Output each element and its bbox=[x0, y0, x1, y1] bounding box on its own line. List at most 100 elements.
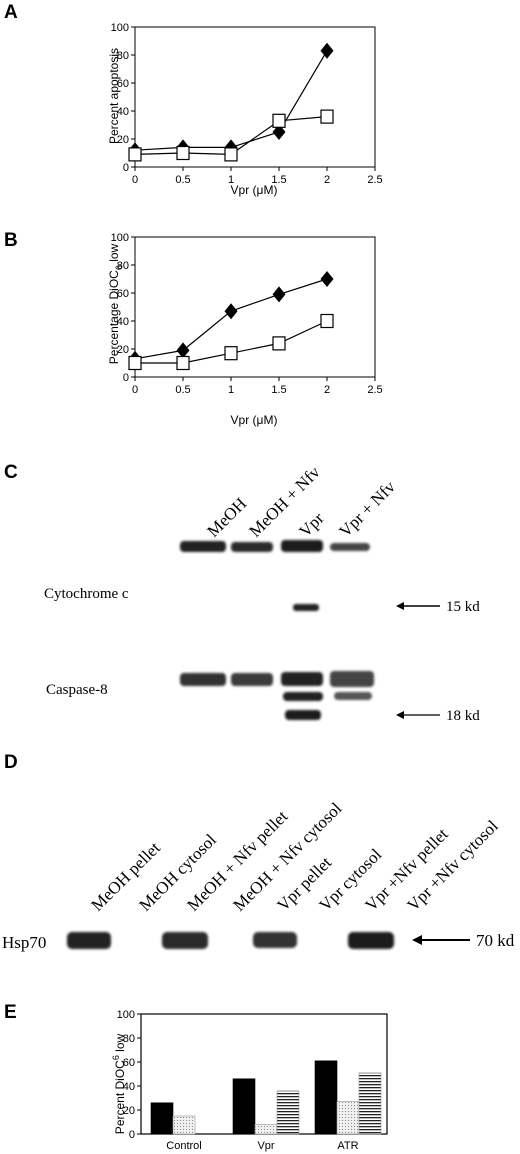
blot-c-lane-3: Vpr bbox=[295, 508, 327, 540]
chart-a-xtick-label: 1.5 bbox=[271, 174, 286, 186]
chart-a-ytick-label: 40 bbox=[117, 106, 129, 118]
chart-a-ytick-label: 60 bbox=[117, 78, 129, 90]
chart-b-xtick-label: 0.5 bbox=[175, 384, 190, 396]
chart-a-ytick-label: 80 bbox=[117, 50, 129, 62]
chart-b-point-square bbox=[224, 346, 238, 361]
chart-b-point-diamond bbox=[320, 271, 334, 287]
blot-c-band bbox=[231, 673, 273, 686]
chart-e-ytick-label: 40 bbox=[123, 1081, 135, 1093]
blot-c-arrowhead-15kd bbox=[396, 602, 404, 610]
blot-c-marker-18kd: 18 kd bbox=[446, 708, 480, 724]
chart-a-point-square bbox=[320, 109, 334, 124]
blot-c-band bbox=[283, 692, 323, 701]
chart-b-ylabel-main: Percentage DiOC bbox=[107, 270, 121, 364]
blot-c-band bbox=[231, 542, 273, 552]
chart-b-xtick-label: 1.5 bbox=[271, 384, 286, 396]
chart-e-ylabel-sup: 6 bbox=[111, 1055, 121, 1060]
chart-a-point-diamond bbox=[272, 124, 286, 140]
chart-b-point-square bbox=[176, 355, 190, 371]
chart-b-xtick-label: 2.5 bbox=[367, 384, 382, 396]
chart-e-ytick-label: 80 bbox=[123, 1033, 135, 1045]
chart-b-ytick-label: 0 bbox=[123, 372, 129, 384]
chart-a-plot-area: 0 20 40 60 80 100 0 0.5 1 1.5 2 2.5 bbox=[111, 22, 383, 186]
chart-b-point-square bbox=[128, 355, 142, 371]
blot-c-band bbox=[281, 672, 323, 686]
chart-b-xlabel: Vpr (μM) bbox=[231, 413, 278, 427]
blot-c-band bbox=[180, 673, 226, 686]
chart-a-apoptosis: Percent apoptosis Vpr (μM) 0204060801000… bbox=[107, 22, 383, 197]
blot-c-lane-4: Vpr + Nfv bbox=[335, 477, 399, 541]
chart-b-dioc: Percentage DiOC6 low Vpr (μM) 0204060801… bbox=[107, 232, 383, 427]
blot-c-band bbox=[330, 671, 374, 687]
chart-e-bar-vpr-3 bbox=[276, 1090, 300, 1135]
blot-d-band bbox=[348, 932, 394, 949]
blot-d: MeOH pellet MeOH cytosol MeOH + Nfv pell… bbox=[2, 799, 515, 952]
chart-e-dioc-bars: Percent DiOC6 low 0 20 40 60 80 100 Control Vpr… bbox=[111, 1009, 388, 1152]
chart-b-ytick-label: 80 bbox=[117, 260, 129, 272]
chart-a-series-1-line bbox=[134, 50, 328, 151]
chart-a-point-square bbox=[128, 147, 142, 162]
blot-c: MeOH MeOH + Nfv Vpr Vpr + Nfv Cytochrome… bbox=[44, 462, 480, 724]
chart-a-xtick-label: 0 bbox=[132, 174, 138, 186]
chart-a-xtick-label: 1 bbox=[228, 174, 234, 186]
chart-b-ytick-label: 40 bbox=[117, 316, 129, 328]
chart-a-frame bbox=[134, 26, 376, 168]
blot-c-row-cytochrome: Cytochrome c bbox=[44, 586, 129, 602]
chart-b-ytick-label: 20 bbox=[117, 344, 129, 356]
blot-d-band bbox=[162, 932, 208, 949]
chart-b-point-diamond bbox=[176, 342, 190, 359]
chart-b-xtick-label: 2 bbox=[324, 384, 330, 396]
chart-a-ytick-label: 0 bbox=[123, 162, 129, 174]
chart-b-point-square bbox=[320, 313, 334, 329]
chart-b-point-square bbox=[272, 336, 286, 351]
chart-b-xtick-label: 1 bbox=[228, 384, 234, 396]
chart-e-ylabel-tail: low bbox=[113, 1033, 127, 1055]
blot-d-bands bbox=[67, 932, 394, 949]
chart-e-bar-atr-2 bbox=[336, 1101, 360, 1135]
chart-a-xtick-label: 2 bbox=[324, 174, 330, 186]
chart-a-point-diamond bbox=[320, 42, 334, 59]
chart-b-ytick-label: 100 bbox=[111, 232, 129, 244]
blot-c-row-caspase: Caspase-8 bbox=[46, 682, 108, 698]
blot-d-row-hsp70: Hsp70 bbox=[2, 933, 46, 952]
chart-b-xtick-label: 0 bbox=[132, 384, 138, 396]
chart-e-category-label: Vpr bbox=[257, 1140, 274, 1152]
panel-letter-a: A bbox=[4, 2, 18, 23]
chart-b-plot-area: 0 20 40 60 80 100 0 0.5 1 1.5 2 2.5 bbox=[111, 232, 383, 396]
blot-c-band bbox=[293, 604, 319, 611]
chart-e-bar-control-2 bbox=[172, 1115, 196, 1135]
chart-a-ylabel: Percent apoptosis bbox=[107, 48, 121, 144]
blot-c-marker-15kd: 15 kd bbox=[446, 599, 480, 615]
chart-b-point-diamond bbox=[224, 303, 238, 320]
blot-d-marker-70kd: 70 kd bbox=[476, 931, 515, 950]
chart-b-ylabel-tail: low bbox=[107, 243, 121, 265]
blot-c-band bbox=[334, 692, 372, 700]
chart-a-xtick-label: 0.5 bbox=[175, 174, 190, 186]
blot-d-band bbox=[253, 932, 297, 948]
blot-c-band bbox=[180, 541, 226, 552]
blot-c-band bbox=[285, 710, 321, 720]
panel-letter-d: D bbox=[4, 752, 18, 773]
chart-b-ylabel-sub: 6 bbox=[114, 265, 124, 270]
blot-d-arrowhead-70kd bbox=[412, 935, 422, 945]
chart-b-ytick-label: 60 bbox=[117, 288, 129, 300]
panel-letter-b: B bbox=[4, 230, 18, 251]
blot-c-band bbox=[281, 540, 323, 552]
chart-e-bar-vpr-2 bbox=[254, 1124, 278, 1135]
blot-c-arrowhead-18kd bbox=[396, 711, 404, 719]
chart-e-bar-atr-1 bbox=[314, 1060, 338, 1135]
chart-a-point-square bbox=[224, 147, 238, 162]
chart-e-ytick-label: 60 bbox=[123, 1057, 135, 1069]
chart-a-point-square bbox=[272, 113, 286, 128]
chart-b-ylabel: Percentage DiOC6 low bbox=[107, 243, 124, 364]
chart-e-ytick-label: 20 bbox=[123, 1105, 135, 1117]
chart-b-frame bbox=[134, 236, 376, 378]
chart-e-bar-control-1 bbox=[150, 1102, 174, 1135]
chart-a-point-square bbox=[176, 145, 190, 161]
chart-e-plot-area: 0 20 40 60 80 100 Control Vpr ATR bbox=[117, 1009, 388, 1152]
chart-e-ytick-label: 0 bbox=[129, 1129, 135, 1141]
chart-e-ylabel-main: Percent DiOC bbox=[113, 1060, 127, 1134]
chart-e-bar-atr-3 bbox=[358, 1072, 382, 1135]
chart-e-category-label: Control bbox=[166, 1140, 201, 1152]
chart-a-xlabel: Vpr (μM) bbox=[231, 183, 278, 197]
